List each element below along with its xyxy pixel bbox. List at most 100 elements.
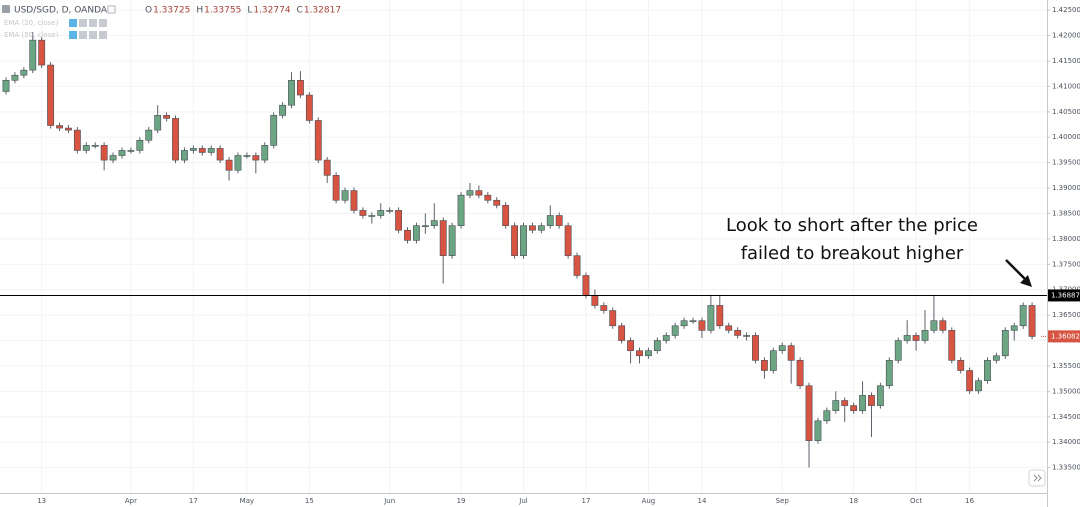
candle-body: [778, 345, 786, 351]
candle-body: [395, 210, 403, 231]
x-tick-label: May: [240, 497, 254, 505]
settings-button[interactable]: [79, 19, 87, 27]
x-tick-label: Jul: [518, 497, 528, 505]
candle-body: [689, 320, 697, 323]
candle-body: [359, 210, 367, 216]
ohlc-value: 1.33755: [204, 6, 241, 16]
last-price-label: 1.36082: [1051, 332, 1080, 340]
close-button[interactable]: [99, 31, 107, 39]
candle-body: [805, 385, 813, 441]
candle-body: [939, 320, 947, 331]
candle-body: [145, 129, 153, 141]
candle-body: [350, 190, 358, 211]
candle-body: [109, 155, 117, 161]
candle-body: [966, 370, 974, 392]
candle-body: [743, 335, 750, 337]
candle-body: [760, 360, 768, 371]
candle-body: [582, 275, 590, 296]
x-tick-label: 15: [305, 497, 314, 505]
candle-body: [332, 175, 340, 201]
candle-body: [555, 215, 563, 226]
x-tick-label: Oct: [910, 497, 922, 505]
y-tick-label: 1.39000: [1052, 184, 1080, 192]
candle-body: [47, 64, 55, 126]
candle-body: [270, 115, 278, 146]
y-tick-label: 1.40500: [1052, 108, 1080, 116]
scroll-icon: [1033, 474, 1042, 482]
annotation: Look to short after the price: [726, 215, 978, 236]
y-tick-label: 1.38500: [1052, 209, 1080, 217]
candle-body: [475, 190, 483, 196]
candle-body: [814, 420, 822, 441]
candle-body: [377, 210, 385, 216]
eye-button[interactable]: [69, 31, 77, 39]
candle-body: [65, 127, 72, 131]
eye-button[interactable]: [69, 19, 77, 27]
candle-body: [653, 340, 661, 351]
ohlc-label: O: [145, 6, 152, 16]
candle-body: [305, 94, 313, 121]
x-tick-label: 17: [581, 497, 590, 505]
candle-body: [520, 225, 527, 256]
candle-body: [11, 74, 19, 81]
candles: [2, 32, 1036, 468]
indicator-label: EMA (20, close): [4, 19, 59, 27]
candle-body: [671, 325, 679, 336]
candle-body: [323, 159, 331, 176]
candle-body: [1001, 330, 1009, 357]
candle-body: [850, 405, 858, 411]
settings-icon[interactable]: [107, 5, 116, 14]
y-tick-label: 1.34500: [1052, 413, 1080, 421]
candle-body: [984, 360, 991, 381]
y-tick-label: 1.33500: [1052, 464, 1080, 472]
indicator-label: EMA (50, close): [4, 31, 59, 39]
candle-body: [725, 325, 733, 331]
y-tick-label: 1.35500: [1052, 362, 1080, 370]
candle-body: [948, 330, 956, 361]
candle-body: [181, 150, 188, 161]
settings-button[interactable]: [79, 31, 87, 39]
symbol-icon: [2, 5, 10, 13]
more-button[interactable]: [89, 19, 97, 27]
symbol: USD/SGD, D, OANDA: [14, 6, 108, 16]
annotation-arrow: [1005, 259, 1032, 287]
candle-body: [591, 294, 599, 306]
candle-body: [930, 320, 938, 331]
candle-body: [430, 220, 438, 226]
candle-body: [528, 225, 536, 231]
y-tick-label: 1.34000: [1052, 438, 1080, 446]
candle-body: [198, 148, 206, 153]
close-button[interactable]: [99, 19, 107, 27]
candle-body: [56, 125, 63, 129]
candle-body: [216, 148, 224, 161]
candle-body: [876, 385, 884, 406]
candle-body: [127, 150, 135, 152]
candle-body: [252, 155, 260, 161]
candle-body: [546, 215, 554, 226]
candle-body: [868, 395, 875, 406]
candle-body: [20, 69, 28, 76]
candle-body: [421, 225, 429, 227]
candle-body: [618, 325, 626, 341]
x-tick-label: 16: [965, 497, 974, 505]
candle-body: [368, 215, 376, 217]
ohlc-label: H: [196, 6, 203, 16]
candle-body: [100, 145, 108, 161]
ohlc-value: 1.32817: [304, 6, 341, 16]
candle-body: [680, 320, 688, 327]
y-tick-label: 1.40000: [1052, 133, 1080, 141]
candle-body: [172, 118, 179, 161]
x-tick-label: Jun: [383, 497, 395, 505]
x-tick-label: 14: [697, 497, 706, 505]
candle-body: [841, 400, 849, 406]
ohlc-value: 1.32774: [253, 6, 290, 16]
x-tick-label: Aug: [642, 497, 656, 505]
candle-body: [457, 194, 465, 226]
candle-body: [992, 355, 1000, 361]
y-tick-label: 1.42000: [1052, 32, 1080, 40]
more-button[interactable]: [89, 31, 97, 39]
candle-body: [636, 350, 643, 357]
scroll-button[interactable]: [1028, 469, 1046, 487]
candle-body: [225, 159, 233, 171]
candle-body: [493, 199, 501, 206]
